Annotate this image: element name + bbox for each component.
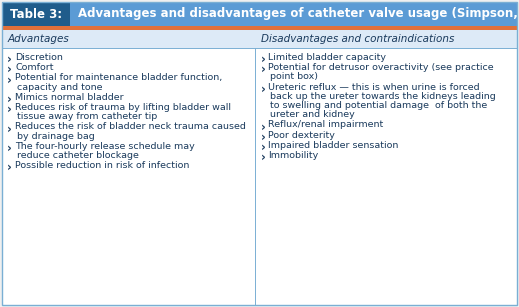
Text: Table 3:: Table 3: <box>10 7 62 21</box>
Bar <box>70 2 517 26</box>
Text: Comfort: Comfort <box>15 63 53 72</box>
Text: The four-hourly release schedule may: The four-hourly release schedule may <box>15 142 195 151</box>
Text: Possible reduction in risk of infection: Possible reduction in risk of infection <box>15 161 189 170</box>
Text: Potential for maintenance bladder function,: Potential for maintenance bladder functi… <box>15 73 222 82</box>
Text: ›: › <box>7 63 12 76</box>
Text: Advantages and disadvantages of catheter valve usage (Simpson, 2017): Advantages and disadvantages of catheter… <box>78 7 519 21</box>
Text: Immobility: Immobility <box>268 151 319 160</box>
Text: Poor dexterity: Poor dexterity <box>268 130 335 140</box>
Bar <box>2 2 70 26</box>
Text: Discretion: Discretion <box>15 53 63 62</box>
Text: Reduces the risk of bladder neck trauma caused: Reduces the risk of bladder neck trauma … <box>15 122 246 131</box>
Text: ›: › <box>7 103 12 116</box>
Text: by drainage bag: by drainage bag <box>17 132 95 141</box>
Text: ›: › <box>261 120 265 134</box>
Text: point box): point box) <box>270 72 318 81</box>
Text: ›: › <box>7 122 12 135</box>
Text: ›: › <box>7 73 12 86</box>
Text: Potential for detrusor overactivity (see practice: Potential for detrusor overactivity (see… <box>268 63 494 72</box>
Text: Mimics normal bladder: Mimics normal bladder <box>15 93 124 102</box>
Text: ›: › <box>261 63 265 76</box>
Text: ureter and kidney: ureter and kidney <box>270 110 355 119</box>
Text: ›: › <box>7 53 12 66</box>
Text: ›: › <box>7 142 12 155</box>
Text: Reduces risk of trauma by lifting bladder wall: Reduces risk of trauma by lifting bladde… <box>15 103 231 112</box>
Text: Advantages: Advantages <box>8 34 70 44</box>
Text: ›: › <box>261 130 265 144</box>
Text: Ureteric reflux — this is when urine is forced: Ureteric reflux — this is when urine is … <box>268 83 480 91</box>
Text: back up the ureter towards the kidneys leading: back up the ureter towards the kidneys l… <box>270 92 496 101</box>
Text: ›: › <box>7 161 12 174</box>
Text: reduce catheter blockage: reduce catheter blockage <box>17 151 139 160</box>
Text: Reflux/renal impairment: Reflux/renal impairment <box>268 120 384 129</box>
Text: Limited bladder capacity: Limited bladder capacity <box>268 53 386 62</box>
Text: ›: › <box>261 141 265 154</box>
Text: to swelling and potential damage  of both the: to swelling and potential damage of both… <box>270 101 488 110</box>
Bar <box>2 26 517 30</box>
Bar <box>2 48 517 305</box>
Text: Impaired bladder sensation: Impaired bladder sensation <box>268 141 399 150</box>
Text: ›: › <box>261 53 265 66</box>
Text: ›: › <box>7 93 12 106</box>
Text: Disadvantages and contraindications: Disadvantages and contraindications <box>262 34 455 44</box>
Text: ›: › <box>261 151 265 164</box>
Bar <box>2 30 517 48</box>
Text: tissue away from catheter tip: tissue away from catheter tip <box>17 112 157 121</box>
Text: capacity and tone: capacity and tone <box>17 83 102 91</box>
Text: ›: › <box>261 83 265 95</box>
